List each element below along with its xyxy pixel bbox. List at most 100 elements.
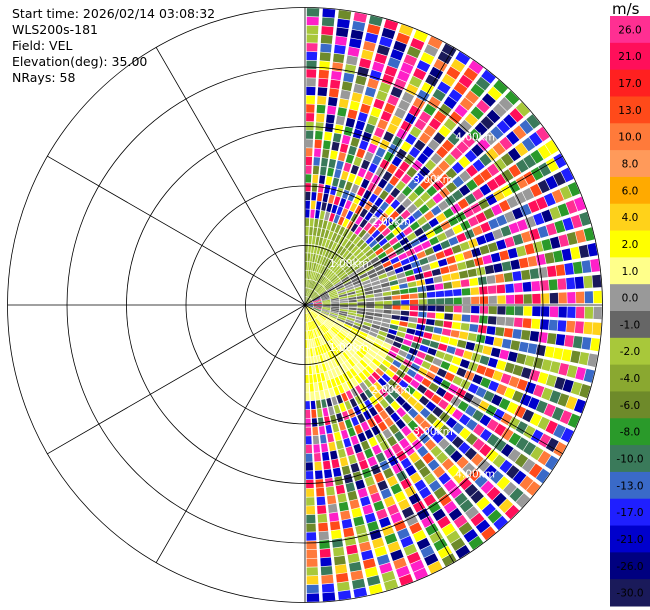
range-gate-cell — [339, 296, 348, 300]
range-gate-cell — [306, 514, 316, 524]
range-gate-cell — [496, 360, 507, 371]
range-gate-cell — [456, 367, 467, 378]
range-gate-cell — [394, 431, 405, 442]
range-gate-cell — [316, 355, 321, 365]
range-gate-cell — [392, 341, 402, 349]
range-gate-cell — [328, 240, 334, 250]
range-gate-cell — [306, 270, 309, 279]
range-gate-cell — [358, 229, 367, 238]
range-gate-cell — [343, 126, 353, 137]
range-gate-cell — [414, 227, 424, 237]
range-gate-cell — [379, 460, 390, 471]
range-gate-cell — [375, 452, 386, 463]
range-gate-cell — [315, 470, 323, 480]
range-gate-cell — [536, 253, 546, 266]
range-gate-cell — [423, 103, 437, 116]
range-gate-cell — [322, 193, 329, 203]
range-gate-cell — [451, 161, 464, 174]
range-gate-cell — [412, 500, 426, 513]
range-gate-cell — [379, 562, 393, 574]
range-gate-cell — [338, 314, 347, 319]
range-gate-cell — [405, 248, 416, 257]
range-gate-cell — [391, 290, 400, 295]
range-gate-cell — [317, 408, 323, 418]
azimuth-spoke — [304, 47, 455, 306]
range-gate-cell — [411, 159, 423, 171]
range-gate-cell — [395, 204, 406, 215]
range-gate-cell — [496, 120, 511, 134]
range-gate-cell — [371, 371, 381, 381]
range-gate-cell — [376, 90, 388, 102]
range-gate-cell — [361, 468, 372, 479]
range-gate-cell — [318, 382, 324, 391]
range-gate-cell — [446, 530, 461, 544]
range-gate-cell — [553, 424, 566, 439]
range-gate-cell — [584, 291, 594, 304]
range-gate-cell — [306, 8, 320, 17]
range-gate-cell — [488, 380, 500, 392]
range-gate-cell — [418, 486, 432, 499]
range-gate-cell — [547, 265, 557, 277]
range-gate-cell — [350, 356, 359, 365]
range-gate-cell — [315, 364, 320, 374]
range-gate-cell — [523, 425, 536, 439]
range-gate-cell — [381, 525, 395, 537]
range-gate-cell — [324, 469, 333, 479]
range-gate-cell — [547, 333, 557, 345]
range-gate-cell — [424, 44, 439, 57]
range-gate-cell — [438, 200, 449, 211]
range-gate-cell — [342, 250, 350, 259]
range-gate-cell — [322, 407, 329, 417]
range-gate-cell — [351, 260, 360, 268]
range-gate-cell — [409, 126, 422, 138]
range-gate-cell — [477, 325, 487, 334]
range-gate-cell — [305, 296, 307, 305]
range-gate-cell — [566, 364, 578, 379]
range-gate-cell — [353, 282, 363, 288]
range-gate-cell — [306, 130, 314, 139]
range-gate-cell — [313, 301, 322, 304]
range-gate-cell — [477, 138, 491, 151]
range-gate-cell — [360, 440, 370, 451]
range-gate-cell — [373, 500, 385, 512]
range-gate-cell — [453, 305, 462, 313]
range-gate-cell — [319, 265, 325, 274]
range-gate-cell — [453, 314, 462, 321]
range-gate-cell — [363, 410, 372, 421]
range-gate-cell — [390, 345, 400, 354]
range-gate-cell — [321, 277, 328, 285]
range-gate-cell — [549, 361, 561, 374]
range-gate-cell — [357, 298, 366, 302]
range-gate-cell — [459, 97, 474, 111]
range-gate-cell — [363, 189, 372, 200]
range-gate-cell — [436, 368, 447, 378]
range-gate-cell — [560, 167, 574, 183]
range-gate-cell — [326, 203, 333, 213]
range-gate-cell — [328, 314, 337, 320]
range-gate-cell — [383, 383, 393, 393]
range-gate-cell — [432, 224, 444, 235]
range-gate-cell — [379, 326, 389, 333]
range-gate-cell — [448, 383, 459, 394]
range-gate-cell — [351, 342, 360, 350]
range-gate-cell — [306, 584, 319, 594]
range-gate-cell — [480, 221, 491, 233]
range-gate-cell — [306, 558, 318, 567]
colorbar-tick-label: -21.0 — [616, 534, 643, 546]
range-gate-cell — [317, 316, 325, 323]
range-gate-cell — [307, 253, 311, 262]
range-gate-cell — [349, 233, 358, 242]
range-gate-cell — [306, 279, 308, 288]
range-gate-cell — [459, 414, 471, 426]
range-gate-cell — [312, 294, 319, 300]
range-gate-cell — [374, 301, 384, 305]
range-gate-cell — [378, 363, 388, 373]
range-gate-cell — [414, 479, 427, 492]
range-gate-cell — [404, 154, 415, 165]
range-gate-cell — [330, 296, 339, 300]
range-gate-cell — [365, 312, 374, 316]
range-gate-cell — [447, 464, 460, 477]
range-gate-cell — [331, 326, 340, 333]
range-gate-cell — [538, 433, 552, 448]
range-gate-cell — [345, 446, 355, 456]
